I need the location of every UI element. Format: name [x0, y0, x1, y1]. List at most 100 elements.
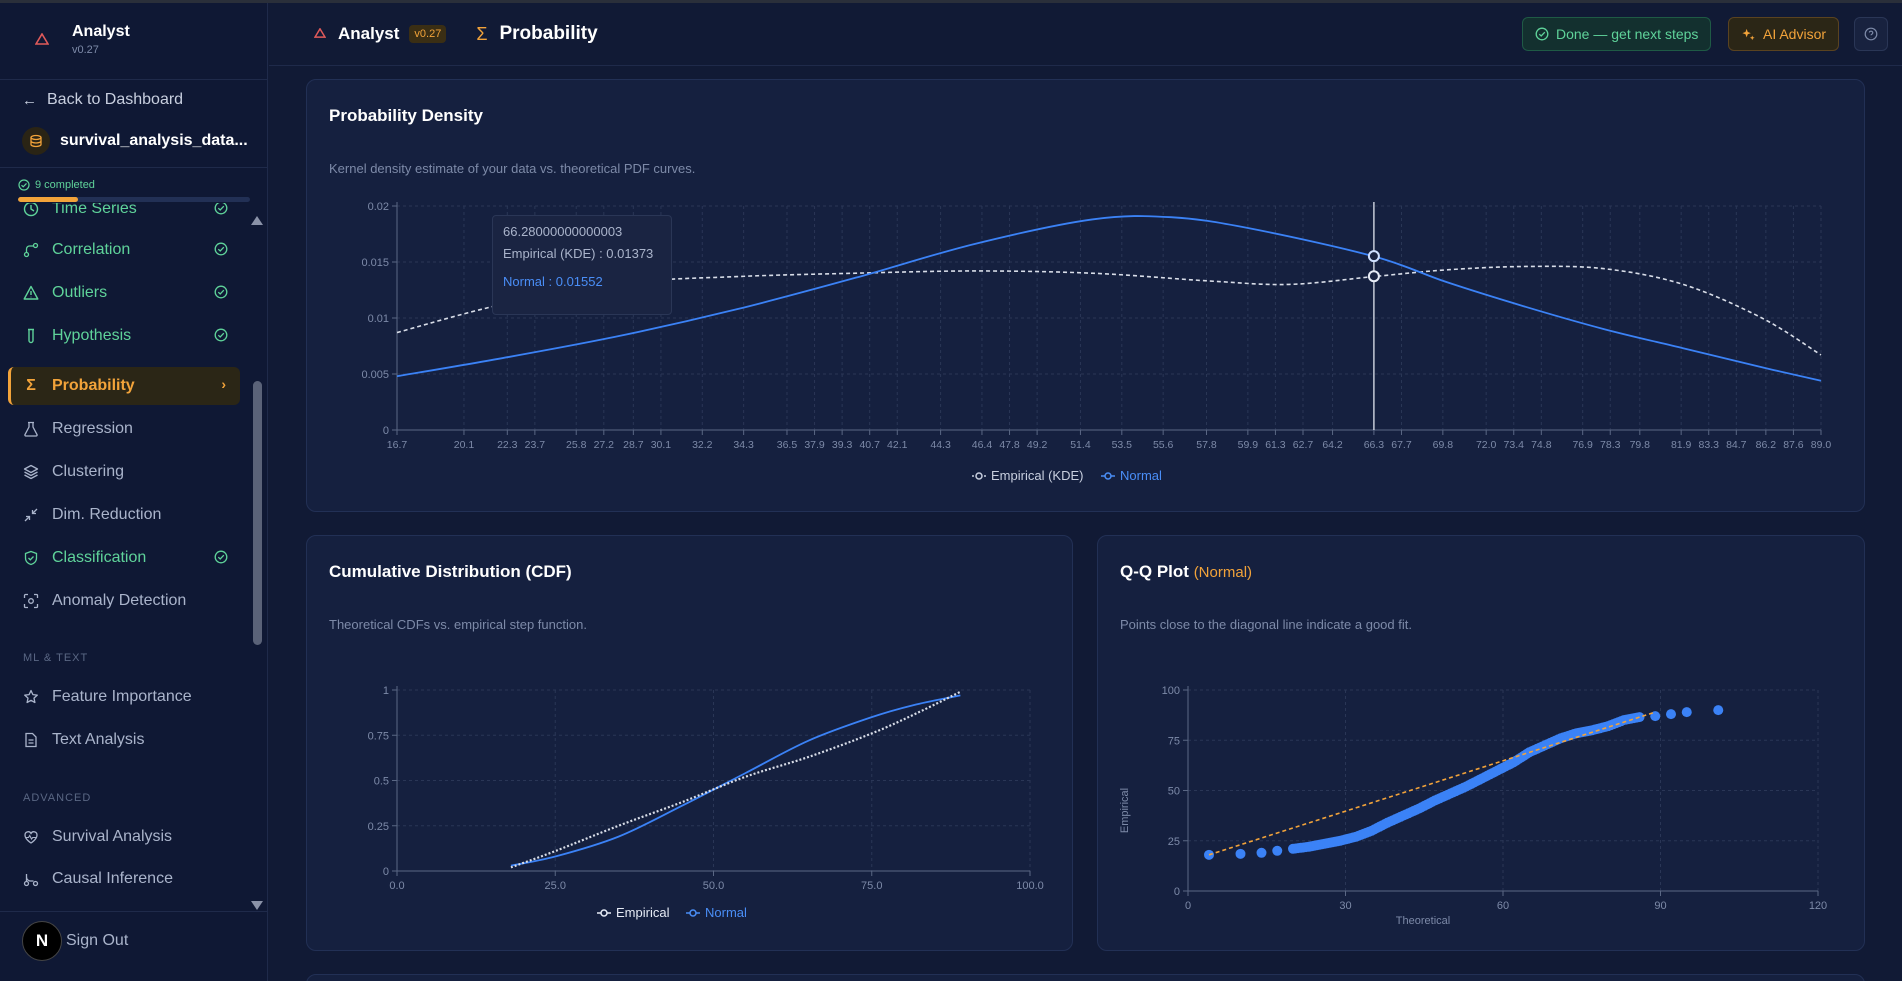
avatar[interactable]: N [22, 921, 62, 961]
sigma-icon: Σ [26, 377, 36, 394]
sidebar-item-probability[interactable]: Σ Probability › [8, 367, 240, 405]
brand[interactable]: Analyst v0.27 [22, 19, 130, 59]
sparkles-icon [1742, 28, 1755, 40]
x-tick-label: 55.6 [1153, 439, 1174, 451]
x-tick-label: 25.0 [545, 880, 566, 892]
logo-icon [22, 19, 62, 59]
x-tick-label: 0.0 [389, 880, 404, 892]
x-tick-label: 30.1 [651, 439, 672, 451]
tooltip-x: 66.28000000000003 [503, 224, 623, 239]
x-tick-label: 90 [1654, 900, 1666, 912]
legend-normal-swatch-dot [689, 909, 697, 917]
branch-icon [22, 870, 40, 888]
x-tick-label: 67.7 [1391, 439, 1412, 451]
qq-point [1681, 707, 1692, 718]
x-tick-label: 40.7 [859, 439, 880, 451]
sidebar-item-dim-reduction[interactable]: Dim. Reduction [8, 496, 240, 534]
help-icon [1864, 27, 1878, 41]
x-tick-label: 44.3 [930, 439, 951, 451]
sign-out-button[interactable]: N Sign Out [22, 921, 128, 961]
qq-point [1713, 705, 1724, 716]
tooltip-normal: Normal : 0.01552 [503, 274, 603, 289]
x-tick-label: 100.0 [1016, 880, 1044, 892]
x-tick-label: 47.8 [999, 439, 1020, 451]
hover-point-normal [1367, 250, 1380, 263]
x-tick-label: 0 [1185, 900, 1191, 912]
y-tick-label: 100 [1162, 685, 1180, 697]
chevron-right-icon: › [221, 376, 226, 392]
progress: 9 completed [18, 179, 250, 202]
sidebar-item-label: Classification [52, 549, 147, 566]
y-tick-label: 0 [383, 866, 389, 878]
x-tick-label: 25.8 [566, 439, 587, 451]
back-to-dashboard-link[interactable]: ← Back to Dashboard [22, 91, 183, 109]
ai-advisor-button[interactable]: AI Advisor [1728, 17, 1840, 51]
x-tick-label: 30 [1339, 900, 1351, 912]
sidebar-item-label: Causal Inference [52, 870, 173, 887]
sidebar-item-time-series[interactable]: Time Series [8, 203, 240, 228]
flask-icon [22, 420, 40, 438]
clock-icon [22, 203, 40, 218]
y-tick-label: 0.01 [368, 313, 389, 325]
section-label-ml: ML & TEXT [23, 652, 89, 664]
x-tick-label: 36.5 [777, 439, 798, 451]
qq-chart[interactable]: 0 25 50 75 100 0 30 60 90 120 Theoretical Empirical [1098, 536, 1866, 952]
sidebar-item-correlation[interactable]: Correlation [8, 231, 240, 269]
qq-title-suffix: (Normal) [1193, 564, 1253, 581]
sign-out-label: Sign Out [66, 932, 129, 949]
sidebar-item-outliers[interactable]: Outliers [8, 274, 240, 312]
sidebar-item-label: Probability [52, 377, 135, 394]
y-tick-label: 0 [1174, 886, 1180, 898]
back-label: Back to Dashboard [47, 91, 184, 108]
qq-point [1256, 847, 1267, 858]
qq-title: Q-Q Plot (Normal) [1120, 562, 1252, 582]
check-circle-icon [214, 285, 228, 304]
x-tick-label: 86.2 [1756, 439, 1777, 451]
pdf-chart[interactable]: 0 0.005 0.01 0.015 0.02 16.7 20.1 22.3 23.7 25.8 2… [307, 80, 1866, 513]
x-tick-label: 72.0 [1476, 439, 1497, 451]
x-tick-label: 23.7 [525, 439, 546, 451]
pdf-title: Probability Density [329, 106, 483, 125]
pdf-description: Kernel density estimate of your data vs.… [329, 161, 696, 176]
sidebar-item-label: Outliers [52, 284, 108, 301]
qq-point [1272, 845, 1283, 856]
scroll-up-arrow[interactable] [251, 216, 263, 225]
cdf-description: Theoretical CDFs vs. empirical step func… [329, 617, 587, 632]
x-tick-label: 16.7 [387, 439, 408, 451]
dataset-selector[interactable]: survival_analysis_data... [22, 127, 248, 155]
sidebar-item-label: Clustering [52, 463, 125, 480]
legend-normal-swatch-dot [1104, 472, 1112, 480]
arrow-left-icon: ← [22, 91, 37, 109]
sidebar-item-feature-importance[interactable]: Feature Importance [8, 678, 240, 716]
sidebar-item-clustering[interactable]: Clustering [8, 453, 240, 491]
sidebar-item-causal-inference[interactable]: Causal Inference [8, 860, 240, 898]
series-normal [396, 215, 1822, 382]
x-tick-label: 60 [1497, 900, 1509, 912]
sidebar-scrollbar[interactable] [253, 381, 262, 645]
cdf-chart[interactable]: 0 0.25 0.5 0.75 1 0.0 25.0 50.0 75.0 100.0 Empiric… [307, 536, 1074, 952]
help-button[interactable] [1854, 17, 1888, 51]
scroll-down-arrow[interactable] [251, 901, 263, 910]
sidebar-item-label: Hypothesis [52, 327, 132, 344]
correlation-icon [22, 241, 40, 259]
cdf-title: Cumulative Distribution (CDF) [329, 562, 572, 581]
sidebar-item-survival-analysis[interactable]: Survival Analysis [8, 818, 240, 856]
check-circle-icon [214, 203, 228, 220]
sidebar: Analyst v0.27 ← Back to Dashboard surviv… [0, 3, 268, 981]
qq-point [1666, 709, 1676, 720]
sidebar-item-hypothesis[interactable]: Hypothesis [8, 317, 240, 355]
x-tick-label: 78.3 [1600, 439, 1621, 451]
y-tick-label: 0 [383, 425, 389, 437]
done-next-steps-button[interactable]: Done — get next steps [1522, 17, 1712, 51]
sidebar-item-label: Anomaly Detection [52, 592, 187, 609]
x-tick-label: 64.2 [1322, 439, 1343, 451]
sidebar-item-anomaly-detection[interactable]: Anomaly Detection [8, 582, 240, 620]
y-tick-label: 0.02 [368, 201, 389, 213]
sidebar-item-text-analysis[interactable]: Text Analysis [8, 721, 240, 759]
x-tick-label: 22.3 [497, 439, 518, 451]
sidebar-item-classification[interactable]: Classification [8, 539, 240, 577]
sigma-icon: Σ [476, 23, 488, 44]
sidebar-item-regression[interactable]: Regression [8, 410, 240, 448]
hover-point-kde [1367, 270, 1380, 283]
document-icon [22, 731, 40, 749]
